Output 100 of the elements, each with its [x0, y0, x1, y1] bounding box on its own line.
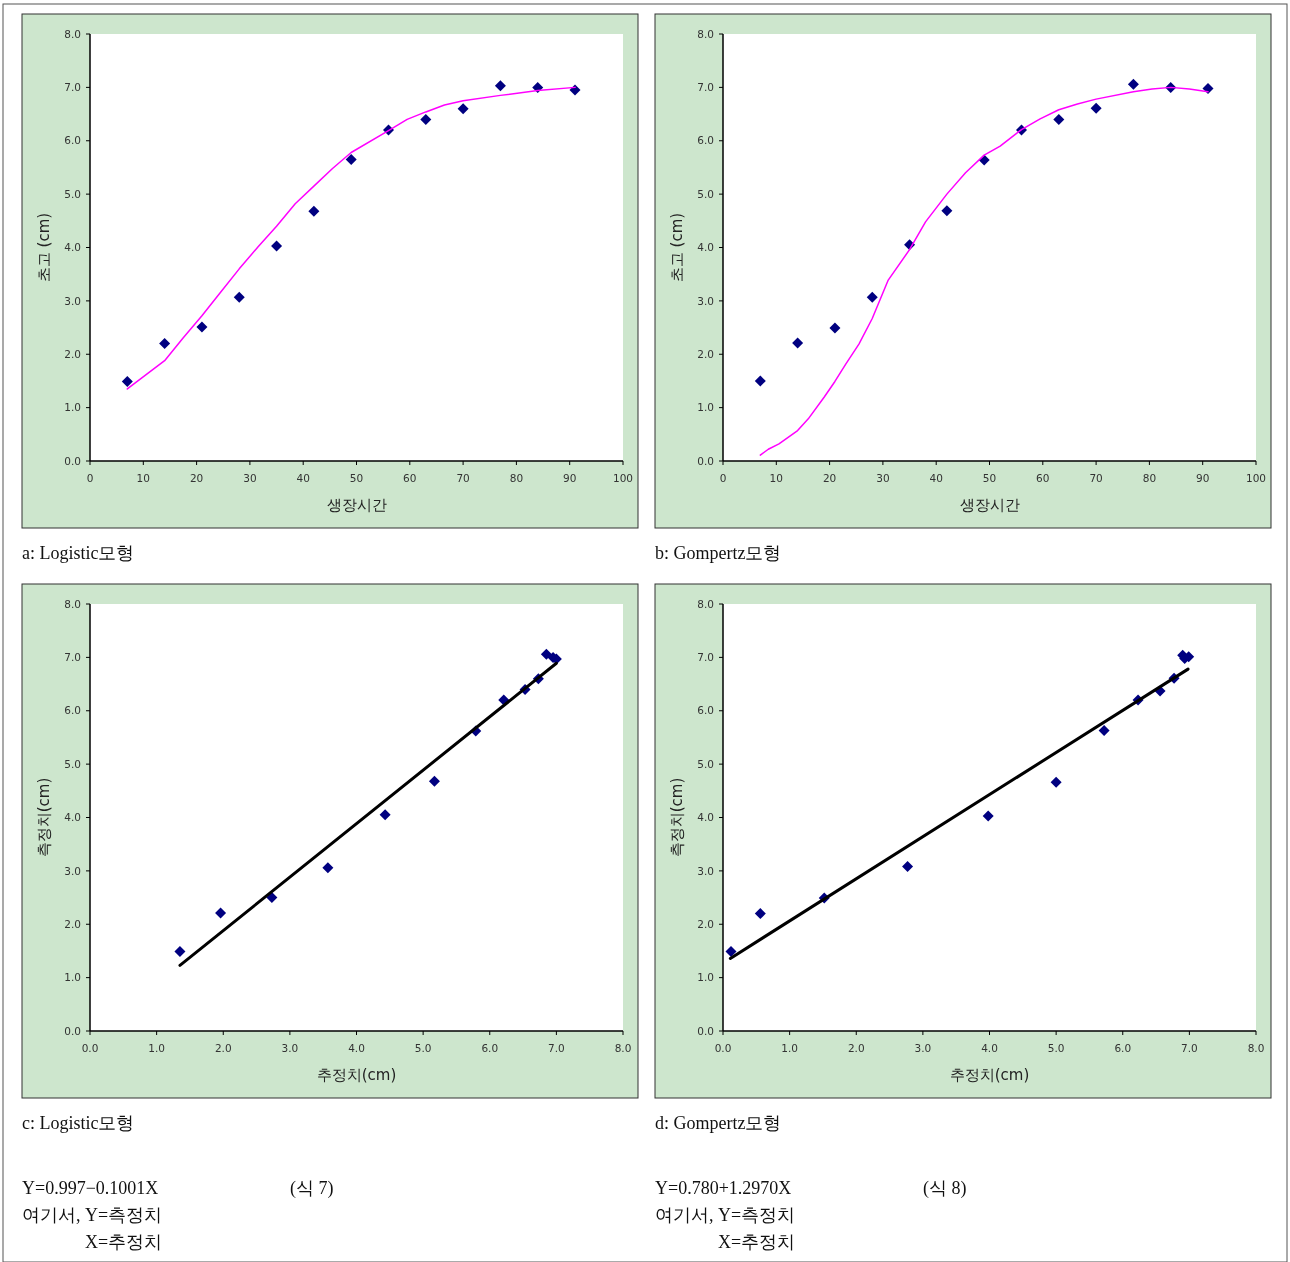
y-tick-label: 8.0	[64, 597, 81, 610]
text: (식 8)	[923, 1178, 967, 1199]
x-tick-label: 10	[769, 472, 783, 484]
point	[532, 81, 544, 93]
point	[233, 291, 245, 303]
point	[174, 945, 186, 957]
text: a: Logistic모형	[22, 543, 135, 563]
y-tick-label: 8.0	[64, 27, 81, 40]
y-tick-label: 0.0	[64, 1024, 81, 1037]
point	[271, 240, 283, 252]
text: Y=0.997−0.1001X	[22, 1178, 159, 1198]
point	[754, 908, 766, 920]
y-tick-label: 3.0	[64, 294, 81, 307]
x-tick-label: 1.0	[148, 1042, 165, 1054]
x-tick-label: 50	[982, 472, 997, 484]
point	[322, 862, 334, 874]
y-tick-label: 7.0	[697, 81, 714, 94]
x-axis-title: 추정치(cm)	[949, 1066, 1030, 1084]
x-tick-label: 4.0	[981, 1042, 998, 1054]
x-tick-label: 3.0	[914, 1042, 932, 1054]
text: 여기서, Y=측정치	[655, 1205, 796, 1225]
text: c: Logistic모형	[22, 1113, 135, 1133]
y-tick-label: 0.0	[64, 454, 81, 467]
point	[215, 907, 227, 919]
x-tick-label: 60	[403, 472, 417, 484]
x-tick-label: 0.0	[714, 1042, 732, 1054]
y-tick-label: 7.0	[64, 651, 81, 664]
y-tick-label: 1.0	[64, 971, 81, 984]
y-tick-label: 5.0	[697, 757, 714, 770]
text: 여기서, Y=측정치	[22, 1205, 163, 1225]
y-tick-label: 0.0	[697, 454, 714, 467]
x-tick-label: 30	[876, 472, 890, 484]
text: d: Gompertz모형	[655, 1113, 782, 1133]
text: X=추정치	[718, 1232, 796, 1252]
x-tick-label: 7.0	[1181, 1042, 1198, 1054]
y-tick-label: 3.0	[697, 864, 714, 877]
x-tick-label: 6.0	[1114, 1042, 1132, 1054]
y-axis-title: 초고 (cm)	[668, 212, 686, 283]
text: b: Gompertz모형	[655, 543, 782, 563]
x-tick-label: 100	[612, 472, 634, 484]
x-tick-label: 100	[1245, 472, 1267, 484]
y-tick-label: 8.0	[697, 597, 714, 610]
y-tick-label: 3.0	[64, 864, 81, 877]
x-tick-label: 4.0	[348, 1042, 365, 1054]
point	[1127, 78, 1139, 90]
point	[754, 375, 766, 387]
point	[308, 205, 320, 217]
x-tick-label: 3.0	[281, 1042, 299, 1054]
text: X=추정치	[85, 1232, 163, 1252]
point	[196, 321, 208, 333]
x-tick-label: 60	[1036, 472, 1050, 484]
point	[725, 945, 737, 957]
y-tick-label: 4.0	[697, 811, 714, 824]
x-tick-label: 8.0	[614, 1042, 632, 1054]
x-axis-title: 생장시간	[326, 496, 387, 514]
y-tick-label: 6.0	[697, 704, 714, 717]
x-tick-label: 7.0	[548, 1042, 565, 1054]
text: Y=0.780+1.2970X	[655, 1178, 792, 1198]
point	[345, 153, 357, 165]
x-tick-label: 90	[563, 472, 577, 484]
y-tick-label: 4.0	[64, 811, 81, 824]
point	[1098, 725, 1110, 736]
point	[792, 337, 804, 349]
x-tick-label: 80	[509, 472, 524, 484]
y-axis-title: 초고 (cm)	[35, 212, 53, 283]
y-tick-label: 6.0	[64, 704, 81, 717]
point	[941, 205, 953, 217]
y-tick-label: 4.0	[697, 241, 714, 254]
point	[428, 775, 440, 787]
y-tick-label: 1.0	[697, 971, 714, 984]
x-tick-label: 2.0	[847, 1042, 865, 1054]
y-tick-label: 3.0	[697, 294, 714, 307]
point	[569, 84, 581, 96]
point	[902, 861, 914, 873]
point	[1090, 102, 1102, 114]
x-tick-label: 5.0	[1047, 1042, 1065, 1054]
point	[457, 103, 469, 115]
point	[1053, 113, 1065, 125]
x-tick-label: 40	[929, 472, 943, 484]
x-tick-label: 0	[86, 472, 94, 484]
y-tick-label: 2.0	[64, 917, 81, 930]
y-tick-label: 2.0	[697, 347, 714, 360]
point	[379, 809, 391, 821]
x-axis-title: 생장시간	[959, 496, 1020, 514]
x-tick-label: 0	[719, 472, 727, 484]
x-tick-label: 8.0	[1247, 1042, 1265, 1054]
x-tick-label: 70	[1089, 472, 1103, 484]
y-tick-label: 5.0	[64, 757, 81, 770]
point	[829, 322, 841, 334]
point	[982, 810, 994, 822]
y-tick-label: 1.0	[64, 401, 81, 414]
point	[1050, 776, 1062, 788]
y-tick-label: 1.0	[697, 401, 714, 414]
x-tick-label: 30	[243, 472, 257, 484]
y-axis-title: 측정치(cm)	[668, 777, 686, 858]
point	[159, 338, 171, 350]
point	[121, 375, 133, 387]
x-tick-label: 50	[349, 472, 364, 484]
x-tick-label: 10	[136, 472, 150, 484]
x-tick-label: 80	[1142, 472, 1157, 484]
